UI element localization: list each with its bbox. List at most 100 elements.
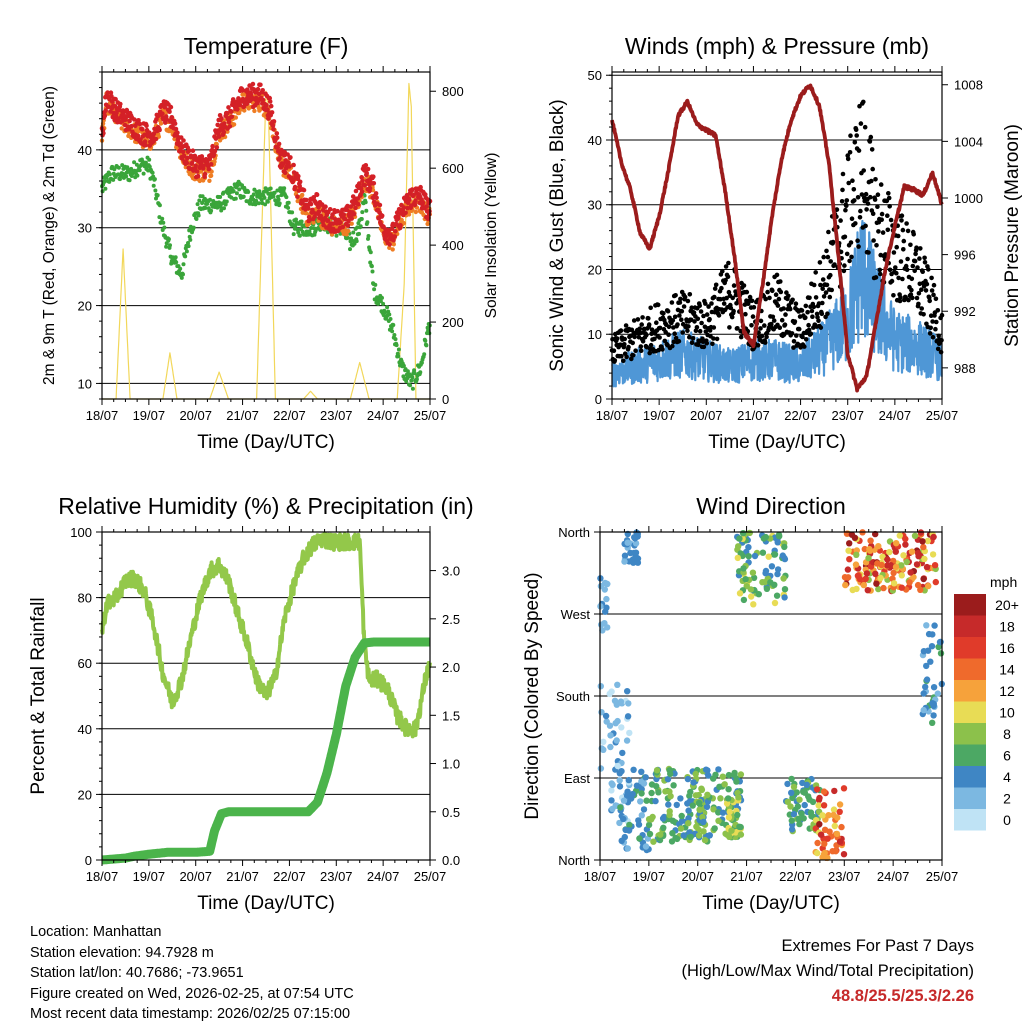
direction-point [636,835,643,842]
direction-point [819,812,826,819]
direction-point [704,791,711,798]
gust-point [914,245,919,250]
direction-point [693,823,700,830]
direction-point [664,776,672,783]
temp-2m-point [327,207,333,212]
gust-point [870,211,876,216]
direction-point [625,827,633,834]
direction-point [807,809,815,816]
direction-point [831,822,838,830]
speed-color-legend: mph 20+ 18 16 14 12 10 8 6 4 2 0 [954,574,1019,831]
direction-point [830,811,837,819]
gust-point [899,218,904,223]
y-tick-label: West [561,607,591,622]
direction-point [736,823,743,830]
gust-point [640,339,646,344]
gust-point [853,221,858,226]
temp-2m-point [168,104,174,110]
dewpoint-point [368,250,373,255]
gust-point [712,286,718,291]
temp-9m-point [237,110,242,116]
gust-point [926,267,931,272]
direction-point [879,553,886,560]
dewpoint-point [354,239,359,244]
gust-point [623,323,629,328]
dewpoint-point [268,186,273,191]
gust-point [652,336,657,342]
y-tick-label: East [564,771,590,786]
dewpoint-point [401,363,406,368]
dewpoint-point [209,208,214,213]
gust-point [809,308,815,314]
gust-point [677,300,683,305]
y-tick-label: 100 [70,525,92,540]
direction-point [931,562,939,569]
gust-point [821,294,827,299]
precip-line [98,637,434,865]
gust-point [873,275,879,280]
direction-point [598,621,605,628]
dewpoint-point [412,368,417,373]
gust-point [830,239,836,245]
direction-point [669,830,676,837]
direction-point [788,817,795,824]
gust-point [735,326,740,331]
dewpoint-point [164,244,169,249]
y2-tick-label: 1004 [954,134,983,149]
direction-point [902,541,909,548]
gust-point [630,353,636,358]
direction-point [745,544,752,551]
legend-swatch [954,658,986,680]
gust-point [612,358,618,363]
direction-point [632,549,640,556]
gust-point [638,344,644,349]
gust-point [919,306,924,311]
gust-point [727,325,732,330]
temp-2m-point [301,187,307,193]
dewpoint-point [348,247,352,252]
dewpoint-point [357,231,361,236]
direction-point [924,537,931,545]
direction-point [896,532,903,539]
temp-2m-point [353,205,358,211]
gust-point [781,306,786,311]
chart-title: Relative Humidity (%) & Precipitation (i… [58,493,473,519]
direction-point [728,827,735,834]
gust-point [689,340,695,346]
dewpoint-point [218,195,223,199]
dewpoint-point [266,191,271,196]
direction-series [597,529,945,862]
direction-point [637,798,644,805]
gust-point [731,308,736,314]
dewpoint-point [291,232,296,237]
gust-point [873,177,878,182]
gust-point [793,301,799,307]
dewpoint-point [111,177,116,182]
direction-point [746,529,753,537]
gust-point [898,259,904,264]
dewpoint-point [179,275,184,280]
temp-2m-point [227,124,233,129]
gust-point [857,215,863,220]
temp-2m-point [208,162,214,167]
gust-point [792,319,798,324]
dewpoint-point [390,329,395,334]
gust-point [899,213,905,218]
temp-2m-series [99,81,433,247]
gust-point [696,342,701,348]
gust-point [743,311,748,317]
gust-point [782,322,788,328]
direction-point [619,749,626,757]
y2-tick-label: 2.5 [442,612,460,627]
direction-point [864,587,871,594]
gust-point [661,311,666,316]
gust-point [839,199,845,204]
gust-point [886,195,892,201]
temp-2m-point [258,82,263,88]
gust-point [679,309,685,314]
direction-point [861,545,868,553]
gust-point [614,336,620,341]
direction-point [685,807,692,814]
dewpoint-point [405,369,410,374]
y2-tick-label: 996 [954,248,976,263]
